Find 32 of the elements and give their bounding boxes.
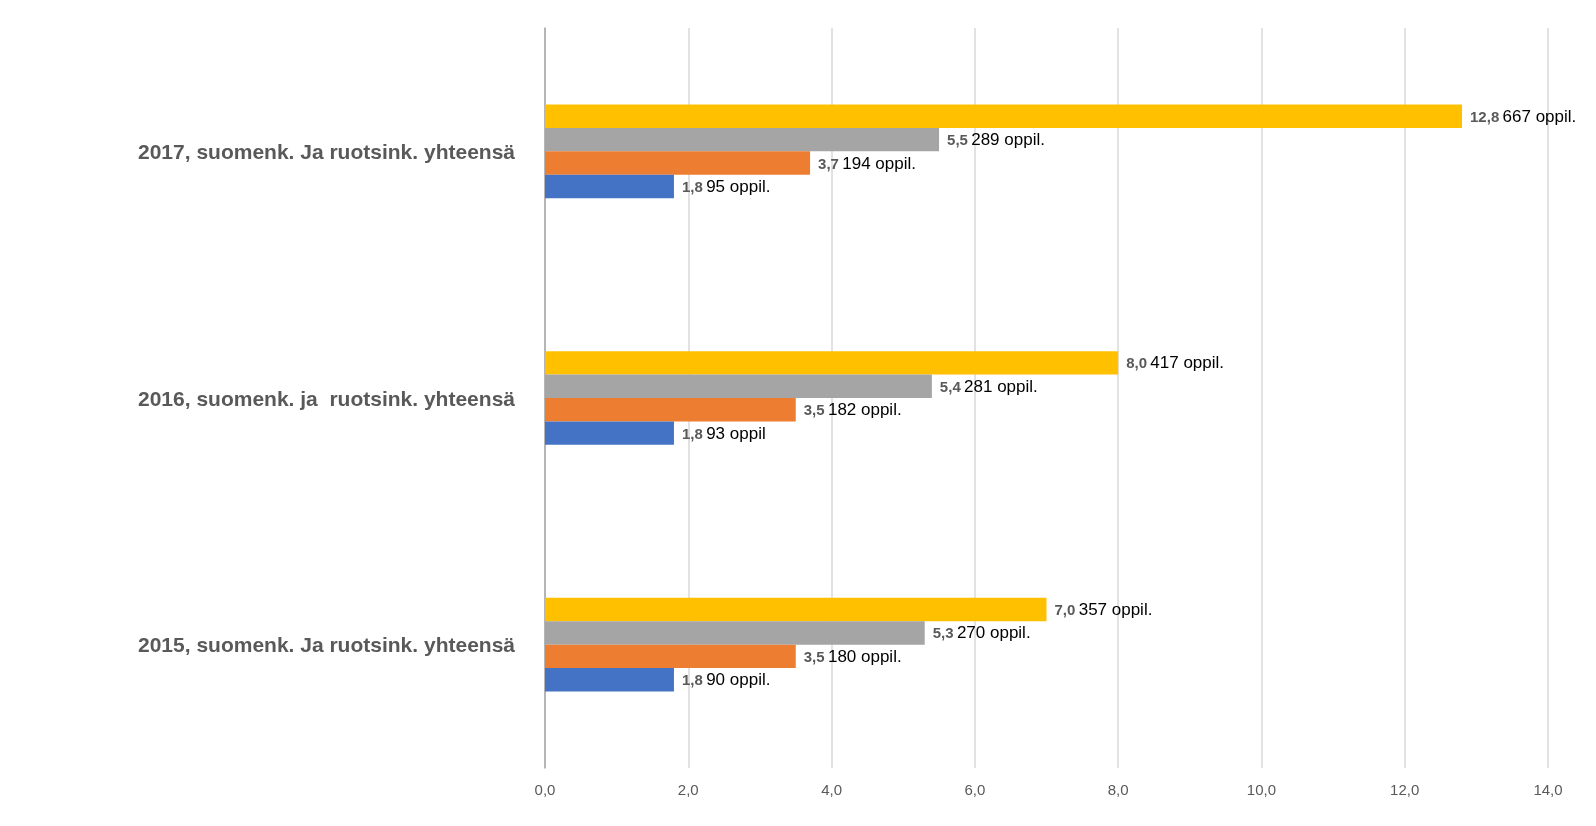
y-tick-label: 2015, suomenk. Ja ruotsink. yhteensä <box>138 633 516 657</box>
x-tick-label: 4,0 <box>821 781 842 798</box>
x-tick-label: 0,0 <box>534 781 556 798</box>
bar <box>545 151 811 175</box>
x-tick-label: 10,0 <box>1246 781 1277 798</box>
data-label: 1,8 90 oppil. <box>681 670 771 690</box>
bar <box>545 597 1047 622</box>
data-label: 5,5 289 oppil. <box>947 130 1045 150</box>
data-label: 5,3 270 oppil. <box>932 623 1031 643</box>
data-label: 1,8 93 oppil <box>681 423 766 443</box>
data-label: 7,0 357 oppil. <box>1054 600 1153 620</box>
x-tick-label: 6,0 <box>964 781 986 798</box>
x-tick-label: 8,0 <box>1107 781 1129 798</box>
data-label: 12,8 667 oppil. <box>1470 106 1577 126</box>
bar <box>545 644 796 669</box>
y-tick-label: 2016, suomenk. ja ruotsink. yhteensä <box>138 386 516 410</box>
x-tick-label: 2,0 <box>677 781 699 798</box>
bar <box>545 421 674 445</box>
data-label: 3,5 180 oppil. <box>803 646 902 666</box>
bar <box>545 174 674 199</box>
data-label: 5,4 281 oppil. <box>939 376 1038 396</box>
bar <box>545 668 674 692</box>
data-label: 8,0 417 oppil. <box>1126 353 1225 373</box>
bar <box>545 351 1119 375</box>
x-tick-label: 12,0 <box>1390 781 1420 798</box>
bar <box>545 104 1463 128</box>
data-label: 1,8 95 oppil. <box>681 176 771 196</box>
bar <box>545 398 796 422</box>
x-tick-label: 14,0 <box>1533 781 1563 798</box>
data-label: 3,5 182 oppil. <box>803 400 902 420</box>
data-label: 3,7 194 oppil. <box>818 153 916 173</box>
y-tick-label: 2017, suomenk. Ja ruotsink. yhteensä <box>138 139 516 163</box>
